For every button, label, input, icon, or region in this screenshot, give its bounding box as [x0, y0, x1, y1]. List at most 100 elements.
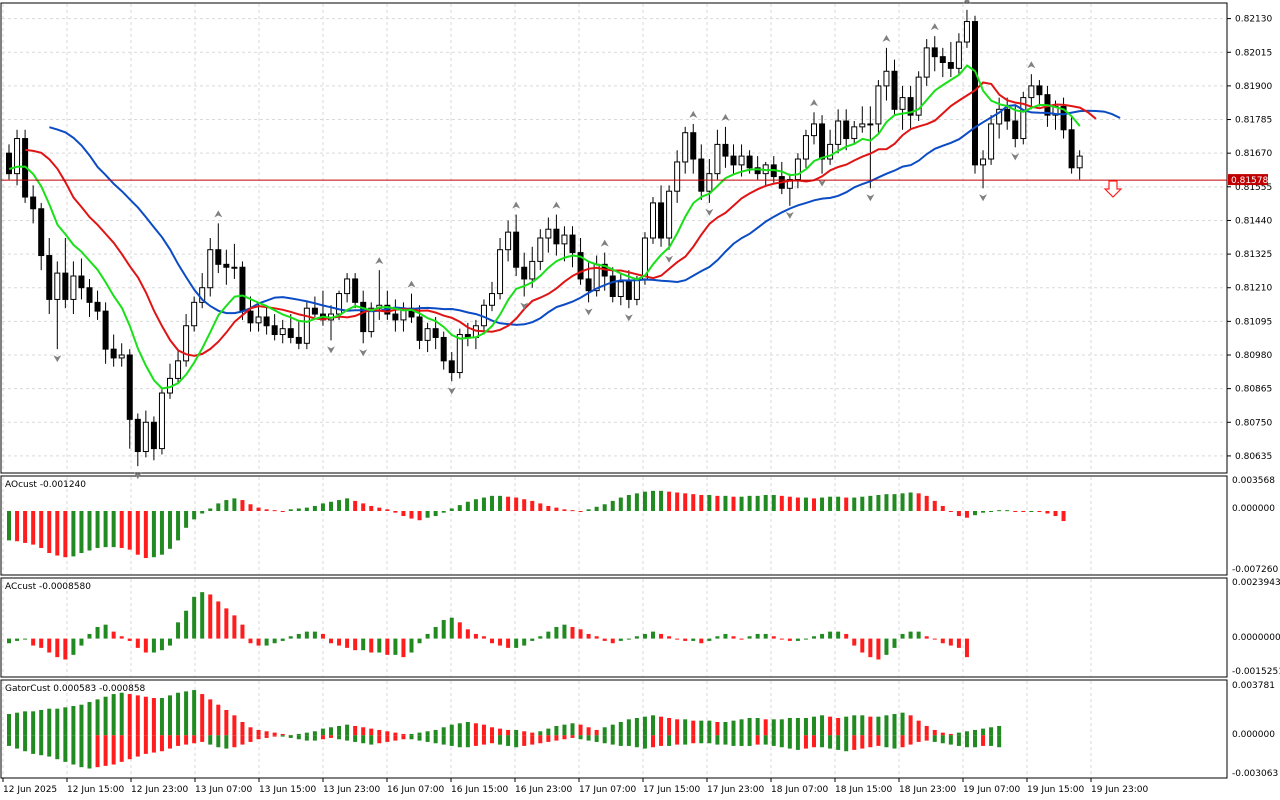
ac-bar: [642, 633, 647, 639]
ac-bar: [401, 638, 406, 658]
gator-upper-bar: [409, 733, 414, 736]
ao-bar: [457, 505, 462, 511]
gator-lower-bar: [449, 735, 454, 746]
gator-upper-bar: [820, 715, 825, 736]
ao-bar: [691, 494, 696, 511]
ac-bar: [103, 624, 108, 639]
fractal-markers: [53, 0, 1036, 480]
gator-lower-bar: [997, 735, 1002, 748]
candle-bull: [650, 202, 656, 239]
alligator-teeth-line: [25, 81, 1097, 357]
gator-lower-bar: [329, 735, 333, 738]
gator-lower-bar: [530, 735, 535, 745]
gator-upper-bar: [264, 731, 269, 736]
ac-tick-bottom: -0.0015251: [1232, 667, 1280, 677]
price-tick-label: 0.81900: [1235, 82, 1272, 92]
ao-bar: [361, 503, 366, 511]
ao-bar: [1053, 510, 1058, 517]
gator-upper-bar: [707, 720, 712, 736]
ao-bar: [176, 510, 181, 541]
ac-bar: [304, 631, 309, 639]
gator-lower-bar: [498, 735, 503, 745]
gator-upper-bar: [127, 694, 132, 736]
ac-bar: [948, 638, 953, 646]
ac-bar: [731, 636, 736, 639]
gator-upper-bar: [304, 732, 309, 736]
gator-lower-bar: [200, 735, 205, 742]
gator-upper-bar: [377, 729, 382, 736]
gator-lower-bar: [71, 735, 76, 765]
gator-upper-bar: [618, 721, 623, 736]
ao-bar: [755, 495, 760, 511]
ao-bar: [667, 491, 672, 511]
gator-upper-bar: [948, 733, 953, 736]
gator-lower-bar: [55, 735, 60, 760]
gator-upper-bar: [248, 727, 253, 736]
gator-upper-bar: [200, 694, 205, 736]
ac-bar: [675, 638, 680, 640]
ao-bar: [192, 510, 197, 520]
ao-tick-bottom: -0.007260: [1232, 565, 1278, 575]
gator-upper-bar: [296, 733, 301, 736]
ao-bar: [216, 503, 221, 511]
candle-bear: [569, 234, 576, 254]
ac-bar: [176, 622, 181, 639]
gator-lower-bar: [127, 735, 132, 760]
ac-bar: [168, 638, 172, 646]
candle-bull: [714, 143, 721, 175]
ao-bar: [997, 510, 1002, 512]
candle-bull: [786, 179, 793, 189]
ac-bar: [441, 620, 446, 639]
ao-bar: [329, 501, 333, 511]
ao-bar: [79, 510, 84, 554]
fractal-down-icon: [1011, 153, 1020, 161]
gator-upper-bar: [924, 725, 929, 736]
ac-bar: [216, 601, 221, 639]
candle-bear: [1068, 129, 1075, 169]
ao-bar: [779, 495, 784, 511]
gator-lower-bar: [361, 735, 366, 744]
gator-upper-bar: [119, 692, 124, 736]
ac-bar: [192, 596, 197, 639]
gator-upper-bar: [860, 715, 865, 736]
gator-upper-bar: [441, 727, 446, 736]
fractal-up-icon: [882, 34, 891, 42]
candle-bear: [1004, 108, 1011, 122]
ac-bar: [224, 608, 229, 639]
gator-lower-bar: [232, 735, 237, 748]
gator-upper-bar: [481, 724, 486, 736]
ac-bar: [876, 638, 881, 660]
ao-bar: [610, 500, 615, 511]
gator-upper-bar: [353, 725, 358, 736]
gator-lower-bar: [39, 735, 44, 756]
gator-lower-bar: [771, 735, 776, 746]
candle-bear: [392, 313, 399, 321]
candle-bear: [1012, 120, 1019, 140]
gator-upper-bar: [973, 729, 977, 736]
ao-bar: [715, 495, 720, 511]
alligator-lines: [8, 64, 1121, 390]
candle-bear: [577, 252, 584, 280]
fractal-down-icon: [327, 346, 335, 354]
ac-bar: [610, 638, 615, 644]
candle-bear: [513, 231, 520, 268]
ao-bar: [908, 492, 913, 511]
gator-upper-bar: [224, 710, 229, 736]
candle-bear: [94, 301, 101, 312]
gator-upper-bar: [779, 719, 784, 736]
gator-lower-bar: [876, 735, 881, 746]
gator-lower-bar: [570, 735, 575, 738]
ao-bar: [940, 505, 945, 511]
ac-bar: [320, 633, 325, 639]
ac-histogram: [7, 592, 969, 660]
gator-lower-bar: [538, 735, 543, 744]
ao-panel-label: AOcust -0.001240: [5, 480, 86, 490]
candle-bull: [336, 293, 343, 315]
ac-bar: [844, 633, 849, 639]
gator-lower-bar: [667, 735, 672, 746]
price-tick-label: 0.80865: [1235, 385, 1272, 395]
gator-upper-bar: [280, 733, 285, 736]
time-tick-label: 19 Jun 23:00: [1091, 785, 1148, 795]
gator-lower-bar: [916, 735, 921, 742]
gator-lower-bar: [924, 735, 929, 741]
